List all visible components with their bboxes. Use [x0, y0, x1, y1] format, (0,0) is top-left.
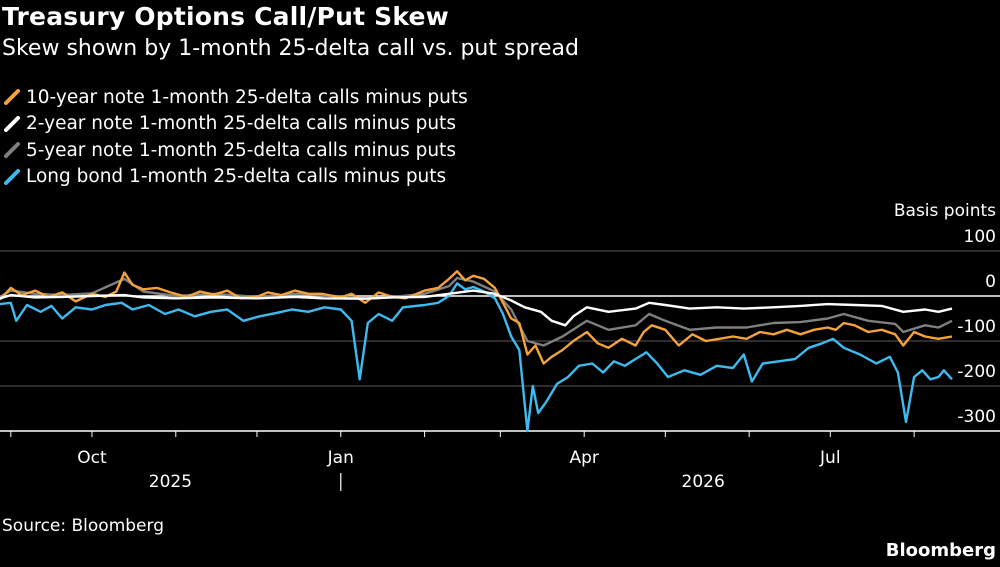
legend-item-5y: 5-year note 1-month 25-delta calls minus… — [4, 137, 468, 164]
x-tick-label: Jan — [327, 448, 354, 468]
x-year-label: 2026 — [682, 472, 725, 492]
chart-subtitle: Skew shown by 1-month 25-delta call vs. … — [2, 36, 579, 61]
y-tick-label: 0 — [985, 272, 996, 292]
legend-item-10y: 10-year note 1-month 25-delta calls minu… — [4, 84, 468, 111]
legend-label-10y: 10-year note 1-month 25-delta calls minu… — [26, 86, 468, 108]
x-tick-label: Jul — [819, 448, 841, 468]
chart-title: Treasury Options Call/Put Skew — [2, 2, 449, 31]
legend-swatch-long-bond — [4, 168, 20, 185]
legend-swatch-10y — [4, 89, 20, 106]
y-tick-label: -100 — [957, 317, 996, 337]
legend-label-5y: 5-year note 1-month 25-delta calls minus… — [26, 139, 456, 161]
y-tick-label: -300 — [957, 407, 996, 427]
legend-item-2y: 2-year note 1-month 25-delta calls minus… — [4, 111, 468, 138]
x-year-label: 2025 — [149, 472, 192, 492]
source-note: Source: Bloomberg — [2, 516, 164, 536]
y-tick-label: 100 — [964, 227, 996, 247]
series-line-2 — [0, 276, 953, 347]
legend: 10-year note 1-month 25-delta calls minu… — [4, 84, 468, 190]
brand-logo: Bloomberg — [885, 540, 996, 561]
series-line-1 — [0, 289, 953, 327]
series-line-0 — [0, 270, 953, 365]
series-line-3 — [0, 282, 953, 433]
y-axis-unit-label: Basis points — [893, 201, 996, 221]
y-tick-label: -200 — [957, 362, 996, 382]
legend-swatch-2y — [4, 115, 20, 132]
legend-label-long-bond: Long bond 1-month 25-delta calls minus p… — [26, 166, 447, 188]
legend-swatch-5y — [4, 142, 20, 159]
legend-item-long-bond: Long bond 1-month 25-delta calls minus p… — [4, 164, 468, 191]
x-tick-label: Oct — [77, 448, 107, 468]
legend-label-2y: 2-year note 1-month 25-delta calls minus… — [26, 113, 456, 135]
x-tick-label: Apr — [569, 448, 598, 468]
